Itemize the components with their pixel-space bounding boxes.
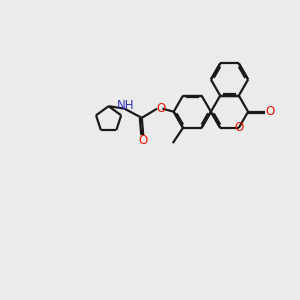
Text: NH: NH	[117, 99, 135, 112]
Text: O: O	[234, 121, 243, 134]
Text: O: O	[265, 105, 274, 118]
Text: O: O	[156, 102, 166, 115]
Text: O: O	[139, 134, 148, 147]
